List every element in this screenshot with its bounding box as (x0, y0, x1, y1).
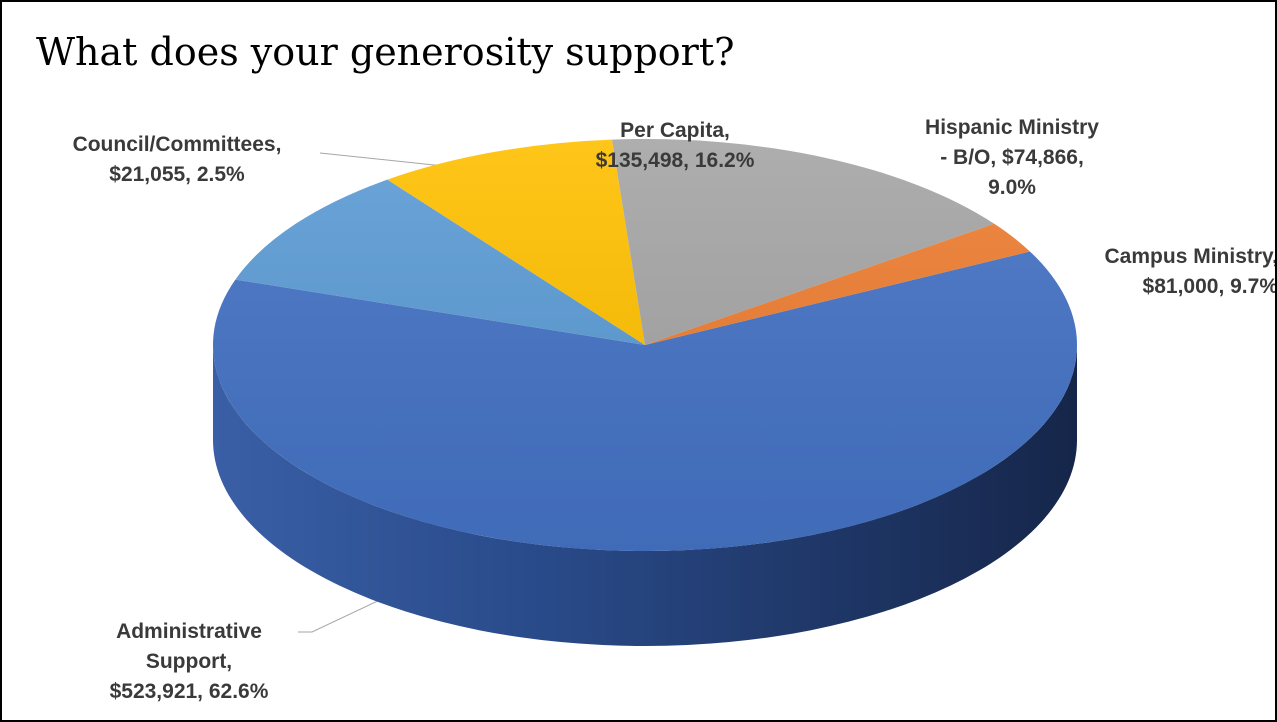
pie-side-administrative-support (213, 345, 1077, 646)
leader-line-administrative-support (298, 598, 383, 633)
pie-slices (213, 139, 1077, 551)
label-council-committees: Council/Committees, $21,055, 2.5% (72, 133, 282, 186)
label-administrative-support: Administrative Support, $523,921, 62.6% (109, 620, 269, 703)
label-hispanic-ministry: Hispanic Ministry - B/O, $74,866, 9.0% (925, 116, 1099, 199)
chart-title: What does your generosity support? (36, 30, 735, 74)
label-campus-ministry: Campus Ministry, $81,000, 9.7% (1104, 245, 1277, 298)
label-per-capita: Per Capita, $135,498, 16.2% (595, 119, 755, 172)
pie-top-shading (213, 139, 1077, 551)
pie-sides (213, 345, 1077, 646)
